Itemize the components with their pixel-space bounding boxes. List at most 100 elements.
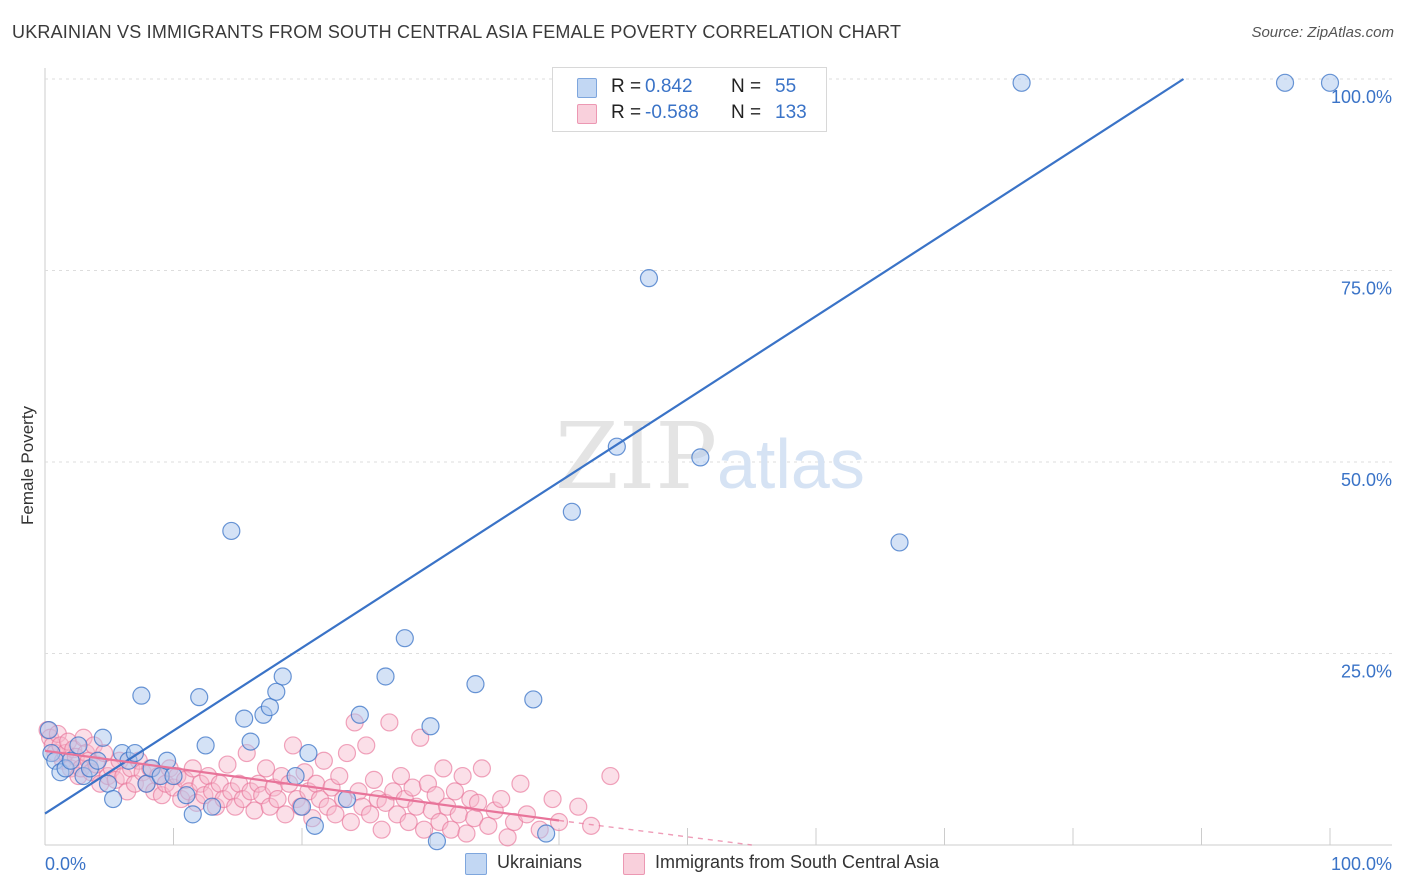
point-immigrants (391, 766, 411, 786)
point-immigrants (549, 812, 569, 832)
point-ukrainians (691, 448, 710, 467)
axis-tick-labels: 25.0% 50.0% 75.0% 100.0% 0.0% 100.0% (45, 87, 1392, 874)
legend-n-label: N = (731, 76, 762, 97)
point-immigrants (364, 770, 384, 789)
point-immigrants (372, 820, 391, 839)
legend-swatch-ukrainians (465, 853, 487, 875)
series-immigrants-points (38, 713, 620, 847)
point-immigrants (414, 820, 434, 839)
trend-line-immigrants (44, 749, 560, 822)
point-ukrainians (196, 736, 215, 755)
point-ukrainians (222, 521, 241, 541)
legend-swatch-immigrants (623, 853, 645, 875)
point-ukrainians (104, 789, 123, 809)
point-immigrants (260, 797, 279, 816)
legend-label-ukrainians: Ukrainians (497, 852, 583, 872)
point-immigrants (498, 828, 517, 847)
point-immigrants (569, 797, 588, 816)
point-ukrainians (190, 688, 209, 707)
point-ukrainians (395, 629, 414, 648)
legend-r-value: 0.842 (645, 76, 693, 97)
point-immigrants (434, 759, 453, 778)
point-ukrainians (286, 766, 305, 786)
point-immigrants (403, 778, 422, 797)
series-ukrainians-points (39, 73, 1340, 851)
point-immigrants (241, 782, 260, 801)
point-immigrants (380, 713, 399, 732)
trend-lines (44, 78, 1185, 846)
point-immigrants (314, 751, 333, 770)
legend-n-value: 55 (775, 76, 797, 97)
chart-title: UKRAINIAN VS IMMIGRANTS FROM SOUTH CENTR… (12, 22, 902, 42)
point-ukrainians (267, 682, 286, 701)
point-immigrants (330, 766, 349, 786)
point-immigrants (457, 824, 476, 843)
point-ukrainians (524, 690, 543, 709)
point-ukrainians (466, 675, 485, 694)
point-immigrants (218, 755, 237, 774)
point-immigrants (245, 801, 264, 820)
point-ukrainians (202, 797, 222, 816)
point-ukrainians (305, 816, 324, 835)
point-immigrants (492, 789, 511, 809)
point-immigrants (399, 812, 418, 832)
point-ukrainians (337, 789, 357, 809)
legend-swatch-ukrainians (577, 78, 597, 98)
legend-n-value: 133 (775, 102, 807, 123)
y-tick-label: 100.0% (1331, 87, 1392, 107)
point-ukrainians (537, 824, 556, 843)
y-axis-label: Female Poverty (18, 405, 37, 525)
point-immigrants (268, 789, 287, 809)
point-immigrants (468, 793, 488, 812)
point-ukrainians (350, 705, 369, 724)
point-immigrants (511, 774, 530, 793)
point-ukrainians (376, 667, 395, 686)
point-immigrants (601, 766, 620, 786)
legend-r-value: -0.588 (645, 102, 699, 123)
point-ukrainians (562, 502, 581, 521)
watermark-zip: ZIP (555, 403, 717, 510)
legend-r-label: R = (611, 76, 642, 97)
watermark-atlas: atlas (717, 425, 865, 503)
source-label: Source: ZipAtlas.com (1251, 24, 1394, 41)
point-immigrants (183, 759, 202, 778)
point-ukrainians (299, 743, 318, 763)
point-immigrants (441, 820, 461, 839)
watermark: ZIP atlas (555, 403, 865, 510)
point-immigrants (226, 797, 245, 816)
point-immigrants (233, 789, 252, 809)
point-ukrainians (427, 832, 447, 851)
point-ukrainians (183, 805, 202, 824)
point-immigrants (256, 759, 276, 778)
point-ukrainians (292, 797, 312, 816)
point-immigrants (472, 759, 491, 778)
point-immigrants (453, 766, 472, 786)
point-ukrainians (273, 667, 292, 686)
point-ukrainians (235, 709, 254, 728)
point-immigrants (361, 805, 380, 824)
y-tick-label: 25.0% (1341, 662, 1392, 682)
point-immigrants (276, 805, 295, 824)
point-ukrainians (241, 732, 260, 751)
point-immigrants (307, 774, 326, 793)
x-tick-label: 0.0% (45, 854, 86, 874)
point-ukrainians (177, 786, 196, 805)
point-immigrants (118, 782, 137, 801)
point-immigrants (411, 728, 430, 747)
point-immigrants (582, 816, 601, 835)
point-ukrainians (61, 751, 80, 770)
point-immigrants (357, 736, 376, 755)
point-ukrainians (639, 269, 659, 288)
point-immigrants (479, 816, 498, 835)
point-immigrants (337, 743, 357, 763)
x-tick-label: 100.0% (1331, 854, 1392, 874)
point-immigrants (341, 812, 360, 832)
legend-label-immigrants: Immigrants from South Central Asia (655, 852, 940, 872)
point-immigrants (326, 805, 345, 824)
point-ukrainians (69, 736, 88, 755)
y-tick-label: 50.0% (1341, 470, 1392, 490)
legend-swatch-immigrants (577, 104, 597, 124)
point-ukrainians (1012, 73, 1031, 92)
point-ukrainians (93, 728, 112, 747)
point-immigrants (310, 789, 330, 809)
